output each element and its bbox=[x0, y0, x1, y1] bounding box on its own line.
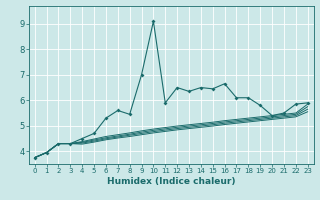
X-axis label: Humidex (Indice chaleur): Humidex (Indice chaleur) bbox=[107, 177, 236, 186]
